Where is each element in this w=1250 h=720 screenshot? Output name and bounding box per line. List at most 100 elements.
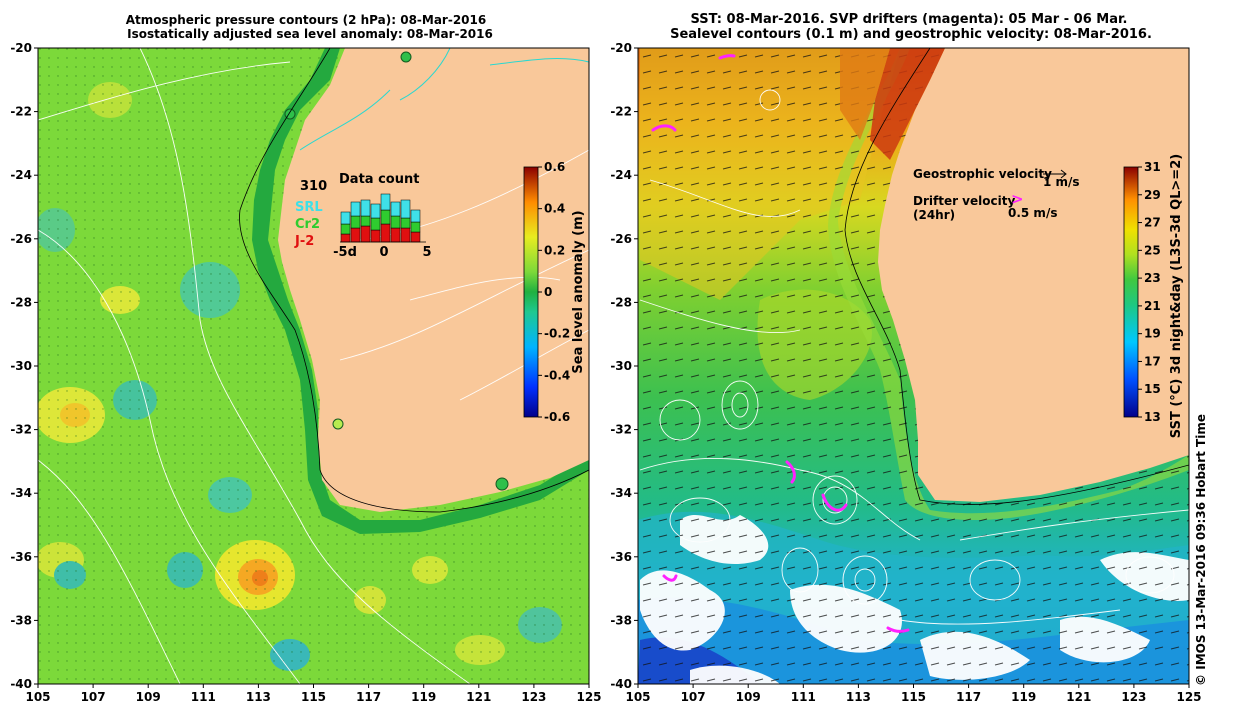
colorbar-tick-label: 29 <box>1144 188 1161 202</box>
y-tick-label: -36 <box>10 550 32 564</box>
inset-bar-segment <box>380 223 391 243</box>
colorbar-tick-label: 23 <box>1144 271 1161 285</box>
y-tick-label: -24 <box>10 168 32 182</box>
left-land <box>278 48 589 512</box>
x-tick-label: 111 <box>191 690 216 704</box>
right-title-line2: Sealevel contours (0.1 m) and geostrophi… <box>670 27 1152 42</box>
sla-colorbar <box>523 166 539 418</box>
colorbar-tick-label: 0 <box>544 285 552 299</box>
y-tick-label: -26 <box>610 232 632 246</box>
inset-bar-segment <box>390 227 401 243</box>
inset-bars <box>340 193 421 243</box>
y-tick-label: -24 <box>610 168 632 182</box>
inset-bar-segment <box>410 231 421 243</box>
x-tick-label: 123 <box>1121 690 1146 704</box>
right-x-axis: 105 107 109 111 113 115 117 119 121 123 125 <box>625 684 1202 704</box>
y-tick-label: -20 <box>610 41 632 55</box>
colorbar-tick-label: 31 <box>1144 160 1161 174</box>
inset-bar-segment <box>370 229 381 243</box>
y-tick-label: -26 <box>10 232 32 246</box>
colorbar-tick-label: 19 <box>1144 327 1161 341</box>
inset-x-label-2: 5 <box>422 245 431 260</box>
inset-title: Data count <box>339 172 419 187</box>
inset-bar-segment <box>390 215 401 229</box>
y-tick-label: -34 <box>10 486 32 500</box>
inset-bar-segment <box>340 223 351 235</box>
geo-velocity-arrow <box>1043 169 1067 179</box>
y-tick-label: -28 <box>610 295 632 309</box>
x-tick-label: 119 <box>1011 690 1036 704</box>
inset-x-label-0: -5d <box>333 245 357 260</box>
left-title-line2: Isostatically adjusted sea level anomaly… <box>127 27 493 41</box>
inset-bar-segment <box>350 227 361 243</box>
colorbar-tick-label: 27 <box>1144 216 1161 230</box>
inset-bar-segment <box>380 209 391 225</box>
x-tick-label: 109 <box>736 690 761 704</box>
left-x-axis: 105 107 109 111 113 115 117 119 121 123 125 <box>25 684 602 704</box>
x-tick-label: 125 <box>1176 690 1201 704</box>
colorbar-tick-label: 13 <box>1144 410 1161 424</box>
colorbar-tick-label: 21 <box>1144 299 1161 313</box>
y-tick-label: -38 <box>10 613 32 627</box>
right-y-axis: -20 -22 -24 -26 -28 -30 -32 -34 -36 -38 -40 <box>610 41 638 691</box>
y-tick-label: -38 <box>610 613 632 627</box>
inset-bar-segment <box>400 199 411 219</box>
left-title-line1: Atmospheric pressure contours (2 hPa): 0… <box>126 13 486 27</box>
x-tick-label: 121 <box>466 690 491 704</box>
colorbar-tick-label: 0.4 <box>544 202 565 216</box>
x-tick-label: 105 <box>25 690 50 704</box>
colorbar-tick-label: 0.6 <box>544 160 565 174</box>
left-y-axis: -20 -22 -24 -26 -28 -30 -32 -34 -36 -38 -40 <box>10 41 38 691</box>
drifter-velocity-sub: (24hr) <box>913 208 955 222</box>
imos-credit: © IMOS 13-Mar-2016 09:36 Hobart Time <box>1194 414 1208 686</box>
sst-colorbar <box>1123 166 1139 418</box>
y-tick-label: -40 <box>10 677 32 691</box>
inset-x-label-1: 0 <box>379 245 388 260</box>
inset-bar-segment <box>350 201 361 217</box>
inset-bar-segment <box>340 211 351 225</box>
colorbar-tick-label: 17 <box>1144 354 1161 368</box>
y-tick-label: -30 <box>10 359 32 373</box>
inset-legend-j2: J-2 <box>294 234 314 249</box>
right-map <box>638 48 1189 684</box>
inset-bar-segment <box>370 203 381 219</box>
velocity-legend: Geostrophic velocity 1 m/s Drifter veloc… <box>913 167 1080 222</box>
colorbar-tick-label: 15 <box>1144 382 1161 396</box>
colorbar-tick-label: 25 <box>1144 243 1161 257</box>
inset-bar-segment <box>380 193 391 211</box>
inset-bar-segment <box>360 215 371 227</box>
inset-bar-segment <box>410 209 421 223</box>
y-tick-label: -22 <box>10 105 32 119</box>
colorbar-tick-label: 0.2 <box>544 243 565 257</box>
inset-bar-segment <box>410 221 421 233</box>
x-tick-label: 117 <box>356 690 381 704</box>
colorbar-tick-label: -0.2 <box>544 327 570 341</box>
inset-legend-cr2: Cr2 <box>295 217 320 232</box>
x-tick-label: 105 <box>625 690 650 704</box>
y-tick-label: -30 <box>610 359 632 373</box>
y-tick-label: -32 <box>10 423 32 437</box>
inset-bar-segment <box>350 215 361 229</box>
sla-colorbar-ticks: 0.6 0.4 0.2 0 -0.2 -0.4 -0.6 <box>538 160 570 424</box>
data-count-inset: 310 Data count SRL Cr2 J-2 -5d 0 5 <box>294 172 432 260</box>
inset-bar-segment <box>400 227 411 243</box>
inset-count: 310 <box>300 179 327 194</box>
y-tick-label: -28 <box>10 295 32 309</box>
x-tick-label: 113 <box>846 690 871 704</box>
x-tick-label: 111 <box>791 690 816 704</box>
x-tick-label: 121 <box>1066 690 1091 704</box>
geo-velocity-scale: 1 m/s <box>1043 175 1080 189</box>
colorbar-tick-label: -0.4 <box>544 368 570 382</box>
x-tick-label: 119 <box>411 690 436 704</box>
y-tick-label: -34 <box>610 486 632 500</box>
inset-bar-segment <box>340 233 351 243</box>
y-tick-label: -20 <box>10 41 32 55</box>
right-land <box>878 48 1189 502</box>
x-tick-label: 115 <box>301 690 326 704</box>
y-tick-label: -36 <box>610 550 632 564</box>
drifter-velocity-label: Drifter velocity <box>913 194 1015 208</box>
y-tick-label: -40 <box>610 677 632 691</box>
x-tick-label: 109 <box>136 690 161 704</box>
x-tick-label: 115 <box>901 690 926 704</box>
